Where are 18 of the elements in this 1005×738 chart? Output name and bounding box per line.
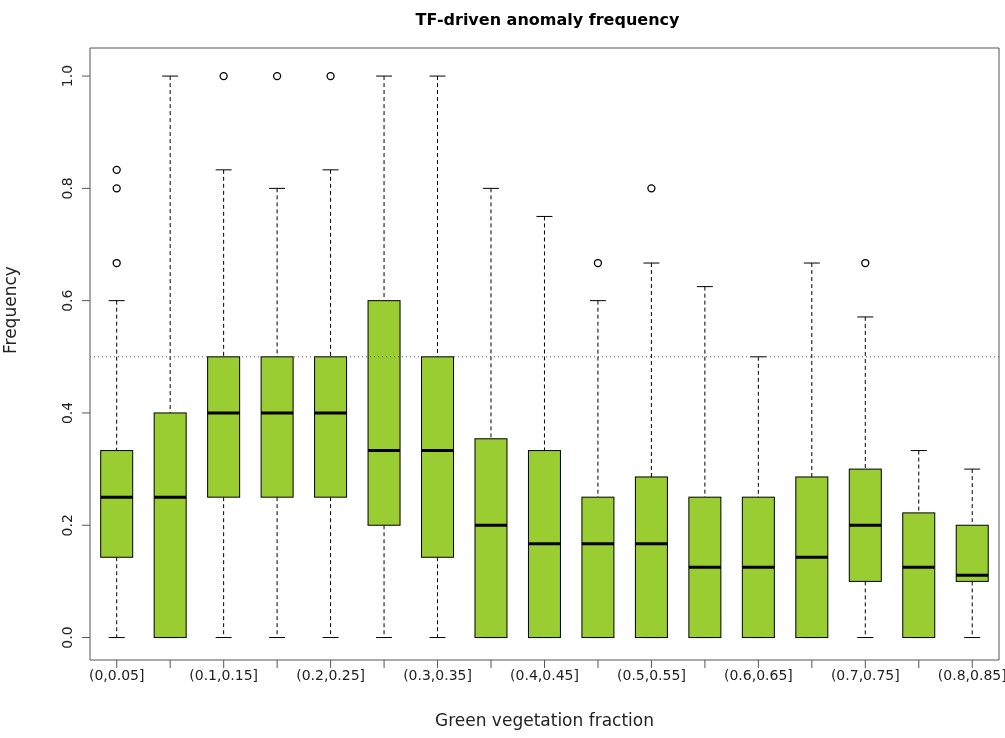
x-tick-label: (0.5,0.55]	[617, 666, 686, 683]
y-tick-label: 0.2	[59, 514, 75, 537]
y-tick-label: 0.0	[59, 626, 75, 649]
x-tick-label: (0.3,0.35]	[403, 666, 472, 683]
x-tick-label: (0.4,0.45]	[510, 666, 579, 683]
x-tick-label: (0,0.05]	[89, 666, 145, 683]
x-tick-label: (0.2,0.25]	[296, 666, 366, 683]
chart-title: TF-driven anomaly frequency	[414, 9, 681, 31]
y-tick-label: 0.6	[59, 289, 75, 312]
x-tick-label: (0.8,0.85]	[937, 666, 1005, 683]
y-tick-label: 1.0	[59, 64, 75, 88]
y-axis-title: Frequency	[0, 266, 21, 354]
y-tick-label: 0.4	[59, 401, 75, 425]
x-axis-title: Green vegetation fraction	[434, 710, 655, 730]
x-tick-label: (0.6,0.65]	[723, 666, 793, 683]
x-tick-label: (0.7,0.75]	[830, 666, 900, 683]
y-tick-label: 0.8	[59, 177, 75, 200]
x-tick-label: (0.1,0.15]	[189, 666, 259, 683]
